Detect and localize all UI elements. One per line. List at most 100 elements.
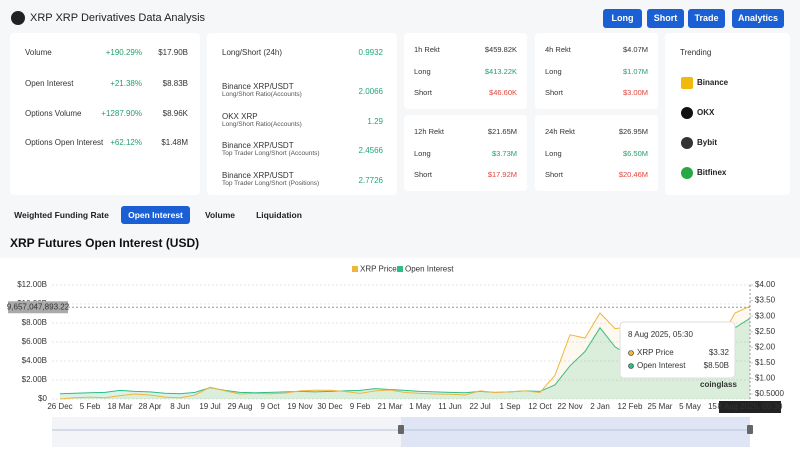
y-tick-label: $2.00B xyxy=(22,375,47,384)
x-tick-label: 2 Jan xyxy=(590,402,610,411)
ratio-label: OKX XRP xyxy=(222,112,258,121)
stat-label: Options Open Interest xyxy=(25,138,104,147)
navigator-selection xyxy=(401,417,750,447)
rekt-card: 1h Rekt $459.82K Long $413.22K Short $46.60K xyxy=(404,33,527,109)
tab[interactable]: Volume xyxy=(204,210,236,220)
ratio-card: Long/Short (24h) 0.9932 Binance XRP/USDT Lo… xyxy=(207,33,397,195)
tooltip-dot xyxy=(628,363,634,369)
stat-label: Open Interest xyxy=(25,79,74,88)
rekt-label: Short xyxy=(414,170,432,179)
y2-tick-label: $2.00 xyxy=(755,342,776,351)
nav-button[interactable]: Analytics xyxy=(732,9,784,28)
rekt-value: $6.50M xyxy=(622,149,648,158)
rekt-value: $413.22K xyxy=(484,67,517,76)
rekt-label: Long xyxy=(414,149,431,158)
x-tick-label: 29 Aug xyxy=(228,402,253,411)
exchange-name[interactable]: Binance xyxy=(697,78,729,87)
exchange-name[interactable]: Bitfinex xyxy=(697,168,727,177)
ratio-value: 1.29 xyxy=(367,117,383,126)
crosshair-label: 9,657,047,893.22 xyxy=(7,302,70,311)
trending-card: Trending Binance OKX Bybit Bitfinex xyxy=(665,33,790,195)
tooltip-value: $8.50B xyxy=(704,361,729,370)
legend-swatch xyxy=(352,266,358,272)
rekt-card: 4h Rekt $4.07M Long $1.07M Short $3.00M xyxy=(535,33,658,109)
x-tick-label: 9 Oct xyxy=(260,402,280,411)
tab[interactable]: Liquidation xyxy=(256,210,302,220)
x-tick-label: 22 Jul xyxy=(469,402,491,411)
rekt-label: Short xyxy=(545,170,563,179)
rekt-value: $4.07M xyxy=(622,45,648,54)
ratio-sublabel: Top Trader Long/Short (Accounts) xyxy=(222,150,320,157)
ratio-sublabel: Top Trader Long/Short (Positions) xyxy=(222,180,320,187)
tab[interactable]: Open Interest xyxy=(121,206,190,224)
tooltip-dot xyxy=(628,350,634,356)
trending-title: Trending xyxy=(680,48,712,57)
rekt-value: $17.92M xyxy=(487,170,517,179)
tooltip-value: $3.32 xyxy=(709,348,730,357)
page-title: XRP XRP Derivatives Data Analysis xyxy=(30,12,206,24)
overview-card: Volume +190.29% $17.90B Open Interest +21.38… xyxy=(10,33,200,195)
x-crosshair-box xyxy=(719,401,781,413)
ratio-sublabel: Long/Short Ratio(Accounts) xyxy=(222,121,302,128)
stat-label: Volume xyxy=(25,48,52,57)
exchange-icon xyxy=(681,167,693,179)
x-tick-label: 30 Dec xyxy=(317,402,342,411)
series-area xyxy=(60,318,750,399)
watermark: coinglass xyxy=(700,380,737,389)
ratio-sublabel: Long/Short Ratio(Accounts) xyxy=(222,91,302,98)
rekt-value: $459.82K xyxy=(484,45,517,54)
exchange-name[interactable]: Bybit xyxy=(697,138,717,147)
tooltip-label: Open Interest xyxy=(637,361,686,370)
ratio-value: 0.9932 xyxy=(358,48,383,57)
y2-tick-label: $3.00 xyxy=(755,311,776,320)
y2-tick-label: $3.50 xyxy=(755,296,776,305)
exchange-icon xyxy=(681,107,693,119)
rekt-label: Short xyxy=(545,88,563,97)
legend-label: Open Interest xyxy=(405,265,454,274)
ratio-label: Binance XRP/USDT xyxy=(222,171,294,180)
y-tick-label: $8.00B xyxy=(22,318,47,327)
x-tick-label: 28 Apr xyxy=(138,402,161,411)
stat-change: +62.12% xyxy=(110,138,142,147)
navigator-handle[interactable] xyxy=(747,425,753,434)
rekt-value: $46.60K xyxy=(489,88,517,97)
x-tick-label: 1 May xyxy=(409,402,431,411)
stat-value: $8.83B xyxy=(162,79,188,88)
y2-tick-label: $4.00 xyxy=(755,280,776,289)
rekt-label: Short xyxy=(414,88,432,97)
stat-value: $17.90B xyxy=(158,48,188,57)
tab[interactable]: Weighted Funding Rate xyxy=(14,210,109,220)
rekt-value: $21.65M xyxy=(487,127,517,136)
ratio-value: 2.0066 xyxy=(358,87,383,96)
x-tick-label: 11 Jun xyxy=(438,402,461,411)
x-tick-label: 26 Dec xyxy=(47,402,72,411)
stat-label: Options Volume xyxy=(25,109,82,118)
nav-button[interactable]: Long xyxy=(603,9,642,28)
legend-swatch xyxy=(397,266,403,272)
navigator-handle[interactable] xyxy=(398,425,404,434)
x-tick-label: 9 Feb xyxy=(350,402,371,411)
rekt-label: 1h Rekt xyxy=(414,45,440,54)
x-tick-label: 8 Jun xyxy=(170,402,190,411)
rekt-value: $26.95M xyxy=(618,127,648,136)
y2-tick-label: $1.00 xyxy=(755,374,776,383)
y-tick-label: $6.00B xyxy=(22,337,47,346)
stat-value: $1.48M xyxy=(161,138,188,147)
y-tick-label: $0 xyxy=(38,394,47,403)
rekt-label: 12h Rekt xyxy=(414,127,445,136)
tooltip-box xyxy=(619,321,736,379)
stat-change: +190.29% xyxy=(105,48,142,57)
nav-button[interactable]: Trade xyxy=(688,9,725,28)
x-tick-label: 21 Mar xyxy=(378,402,403,411)
rekt-card: 24h Rekt $26.95M Long $6.50M Short $20.46M xyxy=(535,115,658,191)
nav-button[interactable]: Short xyxy=(647,9,684,28)
ratio-label: Binance XRP/USDT xyxy=(222,141,294,150)
stat-value: $8.96K xyxy=(162,109,188,118)
tooltip-label: XRP Price xyxy=(637,348,674,357)
legend-label: XRP Price xyxy=(360,265,397,274)
exchange-name[interactable]: OKX xyxy=(697,108,715,117)
x-tick-label: 19 Jul xyxy=(199,402,221,411)
stat-change: +1287.90% xyxy=(101,109,142,118)
ratio-label: Binance XRP/USDT xyxy=(222,82,294,91)
crosshair-label-box xyxy=(8,301,68,314)
